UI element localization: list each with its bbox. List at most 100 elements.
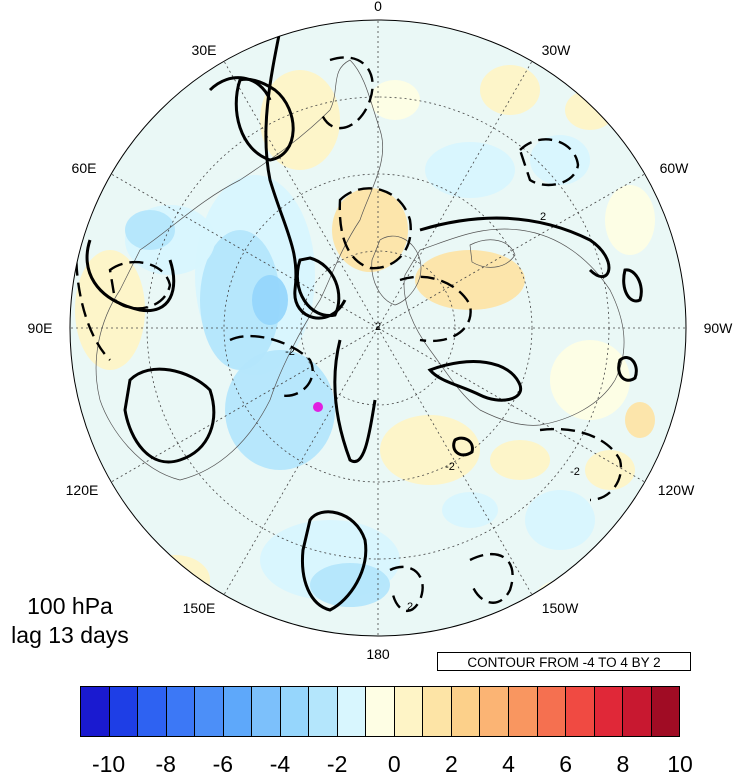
positive-contour (452, 436, 474, 457)
map-outline (69, 19, 687, 637)
shading-blob (415, 250, 525, 310)
negative-contour (75, 219, 111, 361)
positive-contour (295, 256, 341, 317)
shading-blob (525, 490, 595, 550)
colorbar-cell (166, 687, 196, 736)
positive-contour (617, 356, 638, 382)
contour-value-label: -2 (570, 466, 580, 478)
contour-info-box: CONTOUR FROM -4 TO 4 BY 2 (437, 652, 691, 671)
colorbar-cell (451, 687, 481, 736)
longitude-label: 180 (366, 646, 390, 662)
colorbar-cell (623, 687, 652, 736)
shading-blob (125, 210, 175, 250)
shading-blob (380, 415, 480, 485)
colorbar-cell (223, 687, 253, 736)
colorbar-tick-label: 6 (559, 751, 573, 777)
location-marker (313, 402, 323, 412)
positive-contour (622, 268, 643, 303)
contour-value-label: -2 (445, 461, 455, 473)
colorbar-cell (337, 687, 367, 736)
colorbar-cell (280, 687, 310, 736)
meridian-line (223, 61, 379, 329)
colorbar-tick-label: -4 (269, 751, 291, 777)
meridian-line (377, 327, 645, 483)
colorbar-cell (366, 687, 395, 736)
colorbar-cell (109, 687, 139, 736)
negative-contour (469, 552, 514, 604)
colorbar-tick-label: 10 (667, 751, 693, 777)
negative-contour (318, 56, 374, 130)
negative-contour (108, 260, 172, 310)
colorbar-tick-label: -2 (326, 751, 348, 777)
anomaly-contours (75, 29, 643, 613)
contour-value-label: -2 (285, 346, 295, 358)
contour-labels: 2 -2 2 -2 2 -2 (285, 211, 580, 613)
positive-contour (300, 510, 368, 612)
negative-contour (229, 334, 314, 397)
positive-contour (234, 77, 295, 162)
positive-contour (419, 216, 611, 278)
negative-contour (399, 275, 472, 343)
positive-contour (333, 339, 377, 463)
meridian-line (111, 173, 379, 329)
colorbar-cell (195, 687, 224, 736)
shading-blob (200, 230, 280, 370)
positive-contour (123, 367, 216, 464)
colorbar-cell (566, 687, 595, 736)
shading-blob (585, 450, 635, 490)
longitude-label: 150E (182, 600, 216, 616)
positive-contour (427, 360, 523, 402)
meridian-line (111, 327, 379, 483)
colorbar-tick-label: 0 (387, 751, 401, 777)
colorbar-cell (138, 687, 167, 736)
longitude-label: 0 (374, 0, 382, 14)
shading-blob (565, 90, 615, 130)
shading-blob (310, 563, 390, 607)
shading-blob (370, 80, 420, 120)
meridian-line (377, 61, 533, 329)
longitude-label: 60E (71, 160, 97, 176)
colorbar-cell (508, 687, 538, 736)
colorbar-tick-label: 2 (445, 751, 458, 777)
colorbar-cell (252, 687, 281, 736)
colorbar-cell (480, 687, 509, 736)
longitude-label: 60W (659, 160, 689, 176)
shading-blob (530, 135, 590, 185)
negative-contour (389, 565, 424, 613)
lag-title: lag 13 days (11, 622, 129, 648)
latitude-circle (223, 173, 533, 483)
colorbar-cell (309, 687, 338, 736)
negative-contour (539, 427, 623, 502)
colorbar-tick-label: 8 (616, 751, 630, 777)
longitude-label: 90W (703, 320, 733, 336)
colorbar-tick-label: -10 (91, 751, 126, 777)
colorbar-cell (423, 687, 452, 736)
coastline (371, 235, 422, 306)
colorbar-cell (81, 687, 110, 736)
longitude-label: 90E (27, 320, 53, 336)
colorbar-tick-label: -6 (212, 751, 234, 777)
shading-blob (490, 440, 550, 480)
shading-blob (442, 492, 498, 528)
shading-blob (252, 275, 288, 325)
meridian-line (377, 327, 533, 595)
longitude-label: 30E (191, 42, 217, 58)
longitude-label: 120E (65, 482, 99, 498)
colorbar-cell (537, 687, 567, 736)
shading-blob (480, 65, 540, 115)
meridian-line (377, 173, 645, 329)
longitude-label: 120W (657, 482, 695, 498)
contour-value-label: 2 (540, 211, 546, 223)
colorbar-cell (651, 687, 680, 736)
colorbar-tick-label: -8 (155, 751, 176, 777)
contour-value-label: 2 (375, 321, 381, 333)
colorbar-cell (394, 687, 424, 736)
shading-blob (140, 555, 210, 605)
level-title: 100 hPa (27, 593, 113, 619)
lat-lon-grid (70, 20, 686, 636)
shading-blob (625, 402, 655, 438)
longitude-label: 150W (541, 600, 579, 616)
shading-blob (225, 350, 335, 470)
shading-blob (550, 340, 630, 420)
